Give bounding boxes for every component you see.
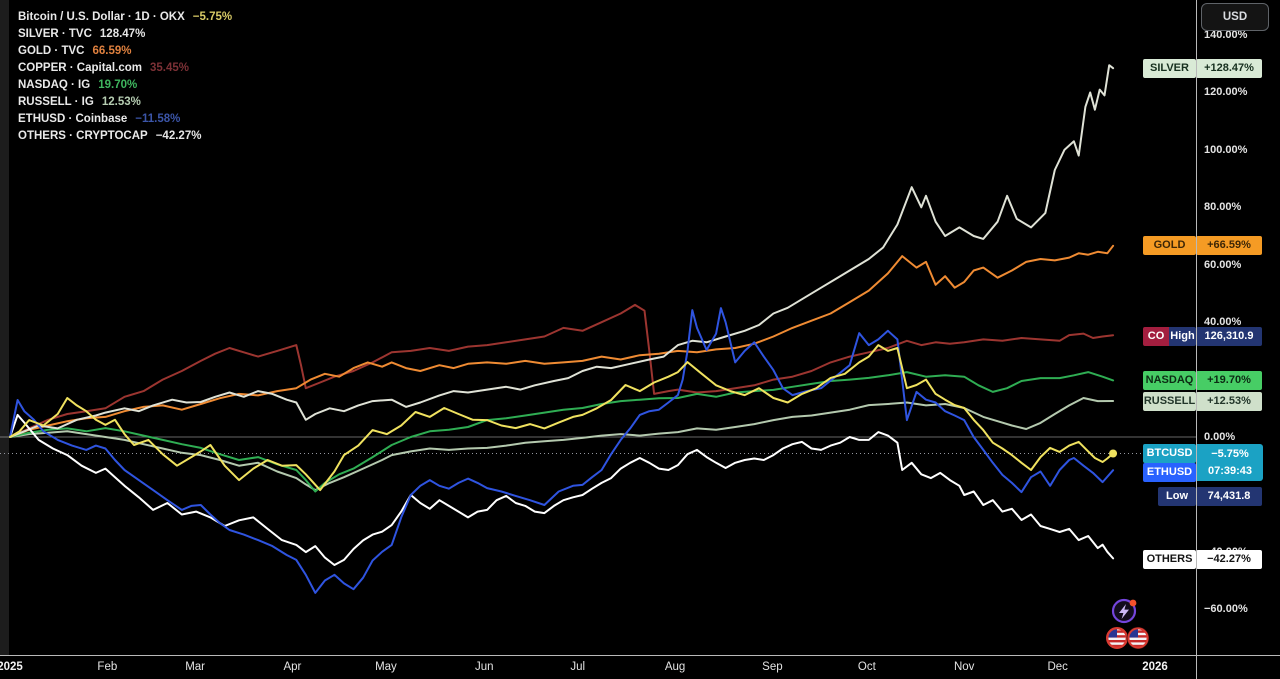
time-tick-label-nov: Nov [953,661,975,673]
price-tick-label: −60.00% [1204,603,1248,616]
time-tick-label-dec: Dec [1047,661,1068,673]
price-tick-label: 80.00% [1204,201,1242,214]
price-label-others[interactable]: OTHERS −42.27% [1143,550,1262,569]
legend-row-6[interactable]: ETHUSD · Coinbase −11.58% [18,110,232,127]
price-label-gold-value: +66.59% [1196,236,1262,255]
series-line-silver [9,64,1115,438]
legend-symbol-label: ETHUSD · Coinbase [18,112,128,125]
time-axis-separator-line [0,655,1280,656]
us-flags-pair-icon[interactable] [1105,626,1150,650]
price-label-btcusd-ticker[interactable]: BTCUSD [1143,444,1196,463]
time-tick-label-may: May [375,661,397,673]
price-tick-label: 120.00% [1204,86,1248,99]
price-label-copper-high[interactable]: CO High 126,310.9 [1143,327,1262,346]
corner-icons [1105,598,1150,650]
legend-row-7[interactable]: OTHERS · CRYPTOCAP −42.27% [18,127,232,144]
ethusd-ticker: ETHUSD [1143,463,1196,482]
price-label-silver-value: +128.47% [1196,59,1262,78]
legend: Bitcoin / U.S. Dollar · 1D · OKX −5.75% SI… [18,8,232,144]
price-label-nasdaq-ticker: NASDAQ [1143,371,1196,390]
us-flag-left-icon [1105,627,1129,650]
price-label-russell[interactable]: RUSSELL +12.53% [1143,392,1262,411]
price-label-btcusd-value[interactable]: −5.75% 07:39:43 [1197,444,1263,481]
price-tick-label: 40.00% [1204,316,1242,329]
price-label-btc-low[interactable]: Low 74,431.8 [1143,487,1262,506]
legend-symbol-label: COPPER · Capital.com [18,61,142,74]
price-label-gold[interactable]: GOLD +66.59% [1143,236,1262,255]
last-price-marker [1109,449,1118,458]
price-tick-label: 140.00% [1204,29,1248,42]
btc-low-value: 74,431.8 [1196,487,1262,506]
legend-change-value: 128.47% [99,27,146,40]
btc-low-label: Low [1158,487,1196,506]
currency-toggle-button[interactable]: USD [1201,3,1269,31]
time-axis[interactable]: 2025 Feb Mar Apr May Jun Jul Aug Sep Oct Nov Dec 202… [0,656,1280,679]
legend-change-value: −5.75% [192,10,233,23]
btcusd-ticker: BTCUSD [1143,444,1196,463]
us-flag-right-icon [1126,626,1150,650]
copper-symbol-badge: CO [1143,327,1169,346]
notification-dot [1129,599,1137,607]
price-label-others-ticker: OTHERS [1143,550,1196,569]
legend-change-value: 66.59% [92,44,132,57]
legend-row-5[interactable]: RUSSELL · IG 12.53% [18,93,232,110]
legend-symbol-label: OTHERS · CRYPTOCAP [18,129,148,142]
time-tick-label-jun: Jun [474,661,494,673]
time-tick-label-apr: Apr [283,661,302,673]
btcusd-change-value: −5.75% [1211,447,1249,460]
time-tick-label-2025: 2025 [0,661,23,673]
legend-change-value: 19.70% [98,78,138,91]
time-tick-label-sep: Sep [762,661,783,673]
series-line-nasdaq [9,371,1115,493]
time-tick-label-mar: Mar [185,661,206,673]
legend-change-value: 12.53% [101,95,141,108]
btcusd-bar-countdown: 07:39:43 [1207,464,1253,477]
left-edge-strip [0,0,9,679]
price-axis-separator-line [1196,0,1197,679]
series-line-gold [9,244,1115,438]
legend-row-1[interactable]: SILVER · TVC 128.47% [18,25,232,42]
price-tick-label: 0.00% [1204,431,1236,443]
series-line-others [9,413,1115,566]
price-label-nasdaq-value: +19.70% [1196,371,1262,390]
price-label-silver-ticker: SILVER [1143,59,1196,78]
legend-change-value: −11.58% [135,112,181,125]
legend-row-3[interactable]: COPPER · Capital.com 35.45% [18,59,232,76]
legend-row-4[interactable]: NASDAQ · IG 19.70% [18,76,232,93]
legend-change-value: 35.45% [149,61,189,74]
series-line-btcusd [9,344,1115,492]
flash-icon[interactable] [1111,598,1137,624]
copper-high-value: 126,310.9 [1196,327,1262,346]
copper-high-label: High [1169,327,1196,346]
legend-symbol-label: SILVER · TVC [18,27,92,40]
price-tick-label: 60.00% [1204,258,1242,271]
time-tick-label-aug: Aug [664,661,686,673]
series-line-ethusd [9,307,1115,594]
price-label-nasdaq[interactable]: NASDAQ +19.70% [1143,371,1262,390]
time-tick-label-jul: Jul [570,661,586,673]
price-tick-label: 100.00% [1204,143,1248,156]
legend-symbol-label: Bitcoin / U.S. Dollar · 1D · OKX [18,10,185,23]
series-line-copper [9,303,1115,438]
legend-symbol-label: NASDAQ · IG [18,78,91,91]
time-tick-label-2026: 2026 [1142,661,1168,673]
legend-symbol-label: RUSSELL · IG [18,95,94,108]
price-label-gold-ticker: GOLD [1143,236,1196,255]
legend-row-2[interactable]: GOLD · TVC 66.59% [18,42,232,59]
price-label-ethusd-ticker[interactable]: ETHUSD [1143,463,1196,482]
price-label-russell-value: +12.53% [1196,392,1262,411]
legend-row-0[interactable]: Bitcoin / U.S. Dollar · 1D · OKX −5.75% [18,8,232,25]
price-label-russell-ticker: RUSSELL [1143,392,1196,411]
time-tick-label-feb: Feb [97,661,118,673]
legend-symbol-label: GOLD · TVC [18,44,85,57]
chart-canvas[interactable] [0,0,1280,655]
time-tick-label-oct: Oct [857,661,876,673]
legend-change-value: −42.27% [155,129,202,142]
price-label-silver[interactable]: SILVER +128.47% [1143,59,1262,78]
price-label-others-value: −42.27% [1196,550,1262,569]
